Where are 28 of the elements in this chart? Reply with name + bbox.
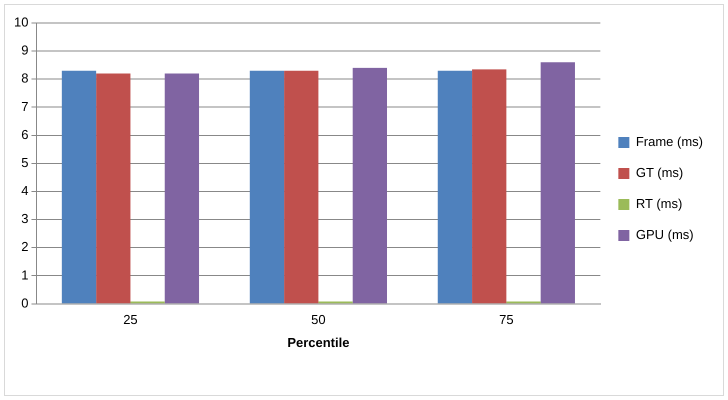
- y-tick-label: 8: [21, 70, 28, 86]
- y-tick-label: 9: [21, 42, 28, 58]
- bar: [540, 62, 575, 304]
- bar: [284, 70, 318, 304]
- bar: [250, 70, 284, 304]
- legend-label: GT (ms): [636, 165, 684, 180]
- y-tick-label: 10: [14, 14, 28, 30]
- bar: [438, 70, 472, 304]
- y-tick-label: 3: [21, 211, 28, 226]
- legend-label: RT (ms): [636, 196, 682, 212]
- y-tick-label: 4: [21, 183, 28, 198]
- x-axis-title: Percentile: [287, 334, 350, 350]
- x-tick-label: 25: [123, 312, 138, 328]
- bar: [472, 69, 506, 304]
- y-tick-label: 6: [21, 126, 28, 142]
- bar: [352, 68, 388, 304]
- legend-label: Frame (ms): [636, 134, 704, 150]
- y-tick-label: 5: [21, 154, 28, 170]
- bar: [164, 74, 200, 304]
- x-tick-label: 50: [311, 312, 326, 328]
- y-tick-label: 2: [21, 239, 28, 254]
- y-tick-label: 0: [21, 295, 28, 310]
- bar: [96, 74, 130, 304]
- y-tick-label: 1: [21, 267, 28, 282]
- y-tick-label: 7: [21, 98, 28, 114]
- legend-label: GPU (ms): [636, 227, 694, 242]
- x-tick-label: 75: [499, 312, 514, 328]
- bar: [62, 70, 96, 304]
